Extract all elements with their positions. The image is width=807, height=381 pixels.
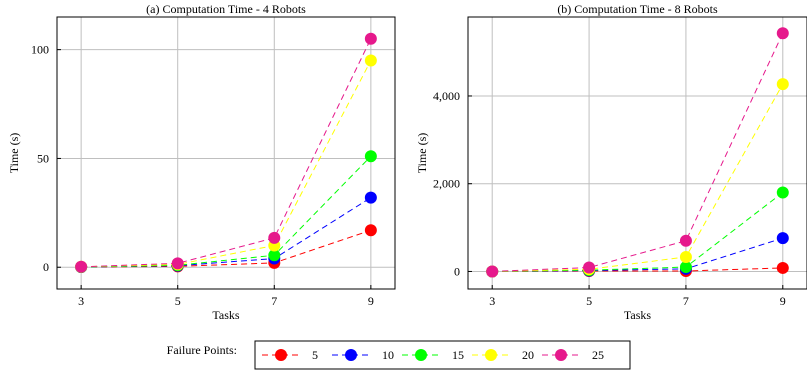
legend-marker-20: [485, 349, 497, 361]
data-point-25-5: [583, 261, 596, 274]
y-tick-label: 4,000: [433, 89, 460, 103]
x-tick-label: 7: [271, 294, 277, 308]
legend: Failure Points: 5 10 15 20 25: [167, 340, 631, 370]
y-tick-label: 50: [37, 151, 49, 165]
y-tick-label: 2,000: [433, 177, 460, 191]
legend-marker-15: [415, 349, 427, 361]
data-point-15-7: [268, 249, 281, 262]
data-point-5-9: [776, 261, 789, 274]
legend-marker-5: [275, 349, 287, 361]
x-tick-label: 7: [683, 294, 689, 308]
x-tick-label: 5: [586, 294, 592, 308]
data-point-15-9: [776, 186, 789, 199]
plot-frame: [467, 16, 807, 290]
data-point-25-9: [364, 32, 377, 45]
legend-label-5: 5: [312, 348, 318, 362]
x-axis-label: Tasks: [212, 308, 239, 322]
data-point-15-9: [364, 150, 377, 163]
x-tick-label: 5: [175, 294, 181, 308]
series-line-5: [492, 267, 783, 272]
legend-label-10: 10: [382, 348, 394, 362]
y-axis-label: Time (s): [415, 133, 429, 174]
data-point-20-9: [776, 78, 789, 91]
data-point-25-9: [776, 27, 789, 40]
x-tick-label: 3: [489, 294, 495, 308]
y-tick-label: 100: [31, 43, 49, 57]
legend-marker-10: [345, 349, 357, 361]
series-line-10: [492, 237, 783, 272]
plot-frame: [56, 16, 396, 290]
series-line-15: [81, 155, 372, 268]
series-line-25: [81, 38, 372, 268]
chart-panel-1: 3 5 7 9 0 50 100 (a) Computation Time - 4 Robot…: [7, 2, 396, 322]
data-point-10-9: [776, 232, 789, 245]
data-point-25-3: [486, 265, 499, 278]
chart-title: (b) Computation Time - 8 Robots: [557, 2, 718, 16]
series-line-5: [81, 229, 372, 268]
data-point-10-9: [364, 191, 377, 204]
series-line-20: [492, 83, 784, 272]
x-axis-label: Tasks: [624, 308, 651, 322]
data-point-25-7: [268, 231, 281, 244]
series-line-25: [492, 33, 784, 272]
legend-label-25: 25: [592, 348, 604, 362]
legend-label-20: 20: [522, 348, 534, 362]
data-point-25-3: [75, 260, 88, 273]
y-tick-label: 0: [43, 260, 49, 274]
chart-panel-2: 3 5 7 9 0 2,000 4,000 (b) Computation Time - 8 …: [415, 2, 807, 322]
y-tick-label: 0: [454, 264, 460, 278]
y-axis-label: Time (s): [7, 133, 21, 174]
data-point-25-5: [171, 257, 184, 270]
data-point-20-9: [364, 54, 377, 67]
chart-title: (a) Computation Time - 4 Robots: [146, 2, 306, 16]
series-line-15: [492, 192, 784, 272]
data-point-5-9: [364, 224, 377, 237]
data-point-25-7: [679, 234, 692, 247]
series-line-20: [81, 60, 372, 268]
legend-label-15: 15: [452, 348, 464, 362]
data-point-15-7: [679, 261, 692, 274]
legend-marker-25: [555, 349, 567, 361]
legend-title: Failure Points:: [167, 343, 237, 357]
series-line-10: [81, 197, 372, 268]
x-tick-label: 9: [780, 294, 786, 308]
x-tick-label: 9: [368, 294, 374, 308]
x-tick-label: 3: [78, 294, 84, 308]
data-point-20-7: [679, 250, 692, 263]
